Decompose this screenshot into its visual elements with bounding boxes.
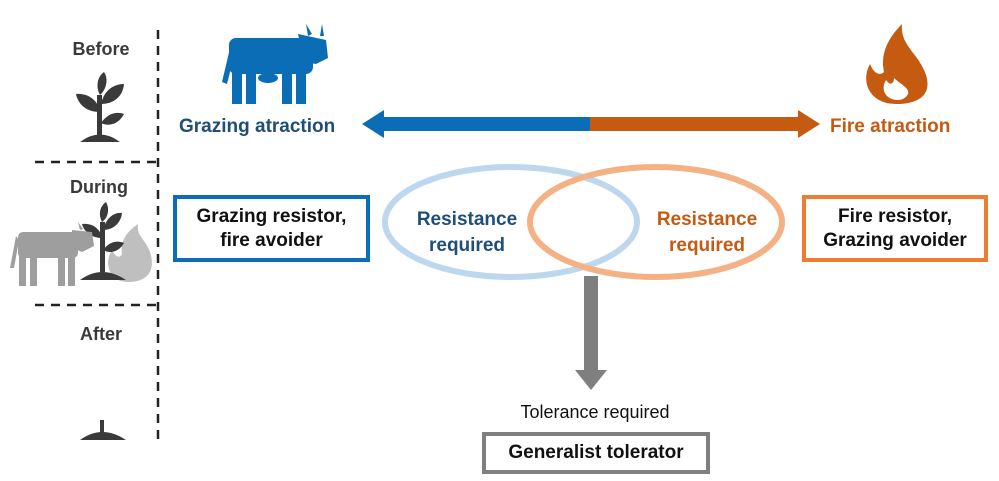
generalist-tolerator-box: Generalist tolerator	[482, 432, 710, 474]
plant-icon	[76, 72, 124, 142]
fire-resistor-line2: Grazing avoider	[823, 229, 967, 251]
flame-icon	[866, 24, 928, 104]
grazing-resistance-text: Resistance required	[392, 207, 542, 259]
tolerance-required-label: Tolerance required	[520, 402, 670, 422]
fire-resistance-line1: Resistance	[656, 209, 758, 230]
fire-resistor-box: Fire resistor, Grazing avoider	[802, 195, 988, 262]
stage-label-before: Before	[72, 39, 130, 59]
cow-plant-fire-icon	[10, 202, 152, 286]
fire-resistance-ellipse	[527, 164, 785, 280]
sprout-icon	[80, 420, 126, 440]
stage-label-after: After	[79, 324, 122, 344]
cow-icon	[222, 24, 328, 104]
fire-resistance-text: Resistance required	[632, 207, 782, 259]
grazing-resistance-line2: required	[428, 235, 506, 256]
during-cow-shape	[10, 222, 94, 286]
attraction-double-arrow	[362, 110, 820, 138]
grazing-resistance-ellipse	[382, 164, 640, 280]
grazing-attraction-label: Grazing atraction	[179, 116, 336, 137]
generalist-tolerator-label: Generalist tolerator	[508, 442, 684, 463]
tolerance-down-arrow	[575, 276, 607, 390]
grazing-resistor-line1: Grazing resistor,	[196, 205, 347, 227]
fire-resistor-line1: Fire resistor,	[837, 205, 953, 227]
during-plant-shape	[80, 202, 126, 280]
stage-label-during: During	[70, 177, 128, 197]
fire-resistance-line2: required	[668, 235, 746, 256]
fire-attraction-label: Fire atraction	[830, 116, 951, 137]
grazing-resistor-line2: fire avoider	[220, 229, 323, 251]
grazing-resistance-line1: Resistance	[416, 209, 518, 230]
grazing-resistor-box: Grazing resistor, fire avoider	[173, 195, 370, 262]
during-fire-shape	[108, 224, 152, 282]
